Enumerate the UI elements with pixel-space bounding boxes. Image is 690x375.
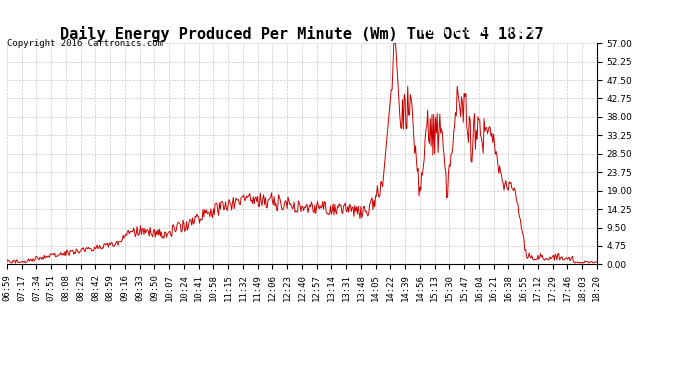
Text: Power Produced  (watts/minute): Power Produced (watts/minute) xyxy=(422,27,584,36)
Title: Daily Energy Produced Per Minute (Wm) Tue Oct 4 18:27: Daily Energy Produced Per Minute (Wm) Tu… xyxy=(60,26,544,42)
Text: Copyright 2016 Cartronics.com: Copyright 2016 Cartronics.com xyxy=(7,39,163,48)
